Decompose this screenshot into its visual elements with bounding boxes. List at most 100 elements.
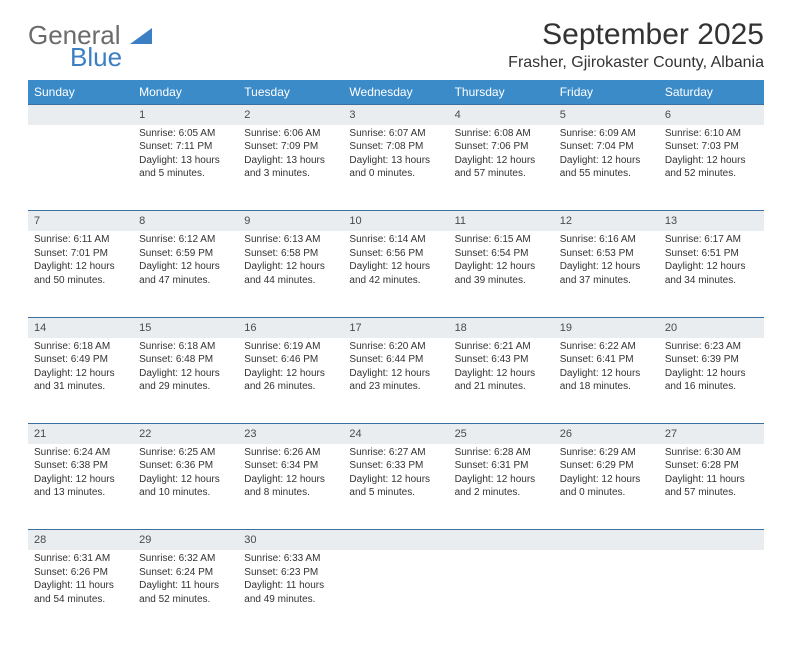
daylight-text: Daylight: 11 hours and 57 minutes. xyxy=(665,473,758,500)
day-info-cell: Sunrise: 6:20 AMSunset: 6:44 PMDaylight:… xyxy=(343,338,448,424)
day-info-cell: Sunrise: 6:28 AMSunset: 6:31 PMDaylight:… xyxy=(449,444,554,530)
sunrise-text: Sunrise: 6:18 AM xyxy=(139,340,232,354)
sunset-text: Sunset: 6:34 PM xyxy=(244,459,337,473)
day-number: 10 xyxy=(343,211,448,231)
sunset-text: Sunset: 6:33 PM xyxy=(349,459,442,473)
day-number: 1 xyxy=(133,105,238,125)
sunrise-text: Sunrise: 6:12 AM xyxy=(139,233,232,247)
day-info-cell: Sunrise: 6:10 AMSunset: 7:03 PMDaylight:… xyxy=(659,125,764,211)
day-number: 24 xyxy=(343,424,448,444)
calendar-table: SundayMondayTuesdayWednesdayThursdayFrid… xyxy=(28,80,764,636)
title-block: September 2025 Frasher, Gjirokaster Coun… xyxy=(508,18,764,72)
calendar-head: SundayMondayTuesdayWednesdayThursdayFrid… xyxy=(28,80,764,105)
daylight-text: Daylight: 12 hours and 2 minutes. xyxy=(455,473,548,500)
day-number xyxy=(343,530,448,535)
weekday-header: Friday xyxy=(554,80,659,105)
sunset-text: Sunset: 6:36 PM xyxy=(139,459,232,473)
day-number-cell: 14 xyxy=(28,317,133,337)
day-info-cell: Sunrise: 6:25 AMSunset: 6:36 PMDaylight:… xyxy=(133,444,238,530)
day-info-cell: Sunrise: 6:21 AMSunset: 6:43 PMDaylight:… xyxy=(449,338,554,424)
day-number: 3 xyxy=(343,105,448,125)
day-number: 8 xyxy=(133,211,238,231)
weekday-header: Thursday xyxy=(449,80,554,105)
day-number-cell: 30 xyxy=(238,530,343,550)
daylight-text: Daylight: 13 hours and 0 minutes. xyxy=(349,154,442,181)
daylight-text: Daylight: 13 hours and 5 minutes. xyxy=(139,154,232,181)
day-info-cell: Sunrise: 6:11 AMSunset: 7:01 PMDaylight:… xyxy=(28,231,133,317)
day-info-cell xyxy=(449,550,554,636)
day-number-cell: 11 xyxy=(449,211,554,231)
day-info-cell: Sunrise: 6:06 AMSunset: 7:09 PMDaylight:… xyxy=(238,125,343,211)
day-number-cell xyxy=(449,530,554,550)
day-number-cell: 21 xyxy=(28,424,133,444)
weekday-row: SundayMondayTuesdayWednesdayThursdayFrid… xyxy=(28,80,764,105)
day-number-cell: 10 xyxy=(343,211,448,231)
sunrise-text: Sunrise: 6:16 AM xyxy=(560,233,653,247)
sunrise-text: Sunrise: 6:14 AM xyxy=(349,233,442,247)
day-number: 17 xyxy=(343,318,448,338)
day-number: 14 xyxy=(28,318,133,338)
sunrise-text: Sunrise: 6:09 AM xyxy=(560,127,653,141)
day-number-cell: 13 xyxy=(659,211,764,231)
day-info-cell: Sunrise: 6:08 AMSunset: 7:06 PMDaylight:… xyxy=(449,125,554,211)
logo-text: General Blue xyxy=(28,22,152,70)
day-number-cell: 4 xyxy=(449,105,554,125)
day-number-cell: 5 xyxy=(554,105,659,125)
day-number-cell: 15 xyxy=(133,317,238,337)
day-number-cell: 19 xyxy=(554,317,659,337)
daylight-text: Daylight: 12 hours and 29 minutes. xyxy=(139,367,232,394)
sunset-text: Sunset: 6:56 PM xyxy=(349,247,442,261)
daylight-text: Daylight: 12 hours and 16 minutes. xyxy=(665,367,758,394)
daylight-text: Daylight: 12 hours and 52 minutes. xyxy=(665,154,758,181)
day-number-cell: 16 xyxy=(238,317,343,337)
sunrise-text: Sunrise: 6:20 AM xyxy=(349,340,442,354)
day-info-row: Sunrise: 6:24 AMSunset: 6:38 PMDaylight:… xyxy=(28,444,764,530)
daylight-text: Daylight: 12 hours and 5 minutes. xyxy=(349,473,442,500)
day-number: 20 xyxy=(659,318,764,338)
location: Frasher, Gjirokaster County, Albania xyxy=(508,54,764,72)
sunset-text: Sunset: 6:59 PM xyxy=(139,247,232,261)
day-info-cell: Sunrise: 6:22 AMSunset: 6:41 PMDaylight:… xyxy=(554,338,659,424)
day-number-cell: 18 xyxy=(449,317,554,337)
daylight-text: Daylight: 11 hours and 54 minutes. xyxy=(34,579,127,606)
sunset-text: Sunset: 6:24 PM xyxy=(139,566,232,580)
day-info-cell: Sunrise: 6:31 AMSunset: 6:26 PMDaylight:… xyxy=(28,550,133,636)
daylight-text: Daylight: 12 hours and 37 minutes. xyxy=(560,260,653,287)
daylight-text: Daylight: 12 hours and 0 minutes. xyxy=(560,473,653,500)
day-number: 6 xyxy=(659,105,764,125)
day-info-cell: Sunrise: 6:29 AMSunset: 6:29 PMDaylight:… xyxy=(554,444,659,530)
day-number-cell: 27 xyxy=(659,424,764,444)
sunset-text: Sunset: 6:29 PM xyxy=(560,459,653,473)
day-number: 7 xyxy=(28,211,133,231)
day-number-cell: 12 xyxy=(554,211,659,231)
day-info-cell xyxy=(343,550,448,636)
daylight-text: Daylight: 12 hours and 57 minutes. xyxy=(455,154,548,181)
day-number-cell: 7 xyxy=(28,211,133,231)
weekday-header: Wednesday xyxy=(343,80,448,105)
daylight-text: Daylight: 12 hours and 23 minutes. xyxy=(349,367,442,394)
sunset-text: Sunset: 7:06 PM xyxy=(455,140,548,154)
daylight-text: Daylight: 12 hours and 39 minutes. xyxy=(455,260,548,287)
header: General Blue September 2025 Frasher, Gji… xyxy=(28,18,764,72)
day-info-row: Sunrise: 6:05 AMSunset: 7:11 PMDaylight:… xyxy=(28,125,764,211)
day-number: 5 xyxy=(554,105,659,125)
day-info-cell: Sunrise: 6:07 AMSunset: 7:08 PMDaylight:… xyxy=(343,125,448,211)
daylight-text: Daylight: 12 hours and 55 minutes. xyxy=(560,154,653,181)
day-number: 19 xyxy=(554,318,659,338)
day-number: 18 xyxy=(449,318,554,338)
day-info-cell: Sunrise: 6:33 AMSunset: 6:23 PMDaylight:… xyxy=(238,550,343,636)
day-number-cell: 6 xyxy=(659,105,764,125)
sunset-text: Sunset: 6:46 PM xyxy=(244,353,337,367)
day-number: 13 xyxy=(659,211,764,231)
day-number xyxy=(28,105,133,110)
daynum-row: 282930 xyxy=(28,530,764,550)
calendar-page: General Blue September 2025 Frasher, Gji… xyxy=(0,0,792,654)
sunset-text: Sunset: 6:49 PM xyxy=(34,353,127,367)
day-info-cell xyxy=(659,550,764,636)
day-info-cell: Sunrise: 6:26 AMSunset: 6:34 PMDaylight:… xyxy=(238,444,343,530)
day-number-cell: 23 xyxy=(238,424,343,444)
sunset-text: Sunset: 6:53 PM xyxy=(560,247,653,261)
day-info-cell: Sunrise: 6:27 AMSunset: 6:33 PMDaylight:… xyxy=(343,444,448,530)
daylight-text: Daylight: 11 hours and 52 minutes. xyxy=(139,579,232,606)
day-number: 23 xyxy=(238,424,343,444)
